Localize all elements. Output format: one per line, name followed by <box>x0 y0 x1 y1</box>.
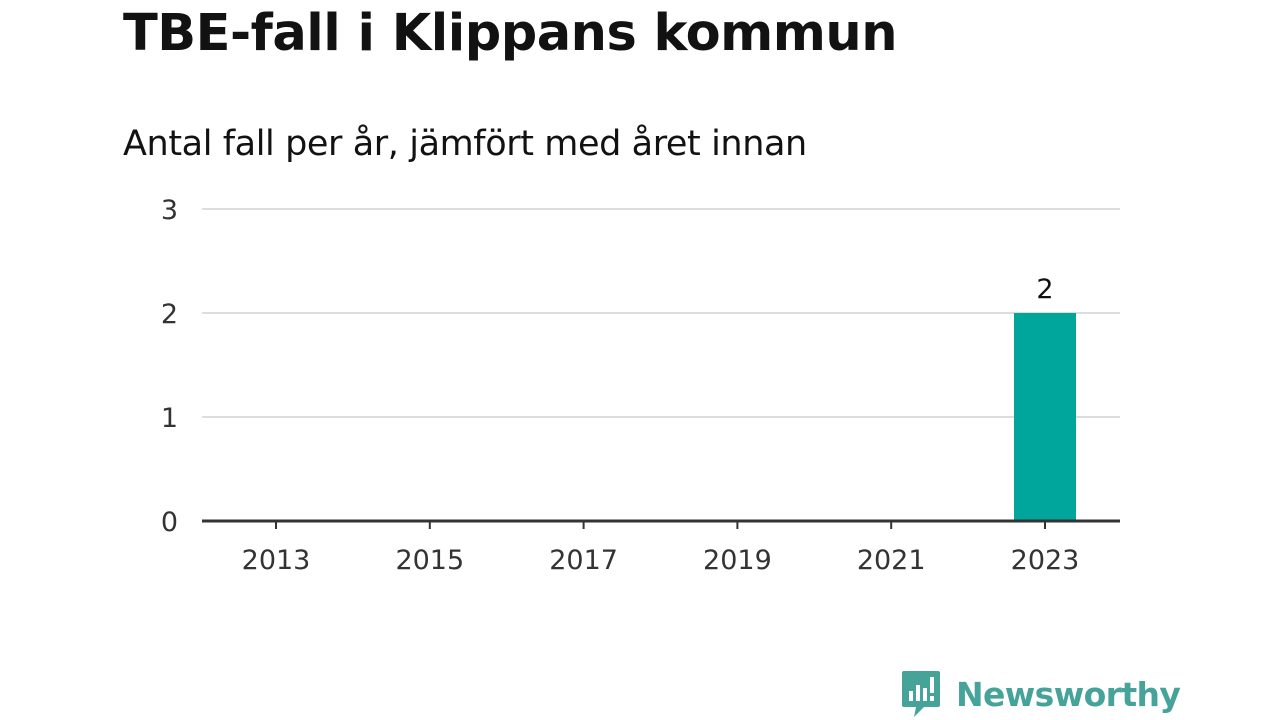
x-tick-label: 2017 <box>549 545 618 576</box>
newsworthy-logo: Newsworthy <box>900 668 1181 720</box>
x-tick-label: 2013 <box>242 545 311 576</box>
bar-2023 <box>1014 313 1076 521</box>
y-axis-tick-labels: 0 1 2 3 <box>161 195 178 538</box>
x-axis-tick-labels: 2013 2015 2017 2019 2021 2023 <box>242 545 1080 576</box>
y-tick-label: 2 <box>161 299 178 330</box>
chart-title: TBE-fall i Klippans kommun <box>123 4 898 63</box>
data-label: 2 <box>1036 274 1053 305</box>
x-axis <box>202 519 1120 529</box>
x-tick-label: 2015 <box>395 545 464 576</box>
y-tick-label: 1 <box>161 403 178 434</box>
grid-lines <box>202 208 1120 418</box>
data-labels: 2 <box>1036 274 1053 305</box>
brand-name: Newsworthy <box>956 674 1181 714</box>
x-tick-label: 2019 <box>703 545 772 576</box>
newsworthy-logo-icon <box>902 671 940 717</box>
y-tick-label: 3 <box>161 195 178 226</box>
x-tick-label: 2021 <box>857 545 926 576</box>
chart-subtitle: Antal fall per år, jämfört med året inna… <box>123 124 807 164</box>
y-tick-label: 0 <box>161 507 178 538</box>
bars <box>1014 313 1076 521</box>
x-tick-label: 2023 <box>1011 545 1080 576</box>
